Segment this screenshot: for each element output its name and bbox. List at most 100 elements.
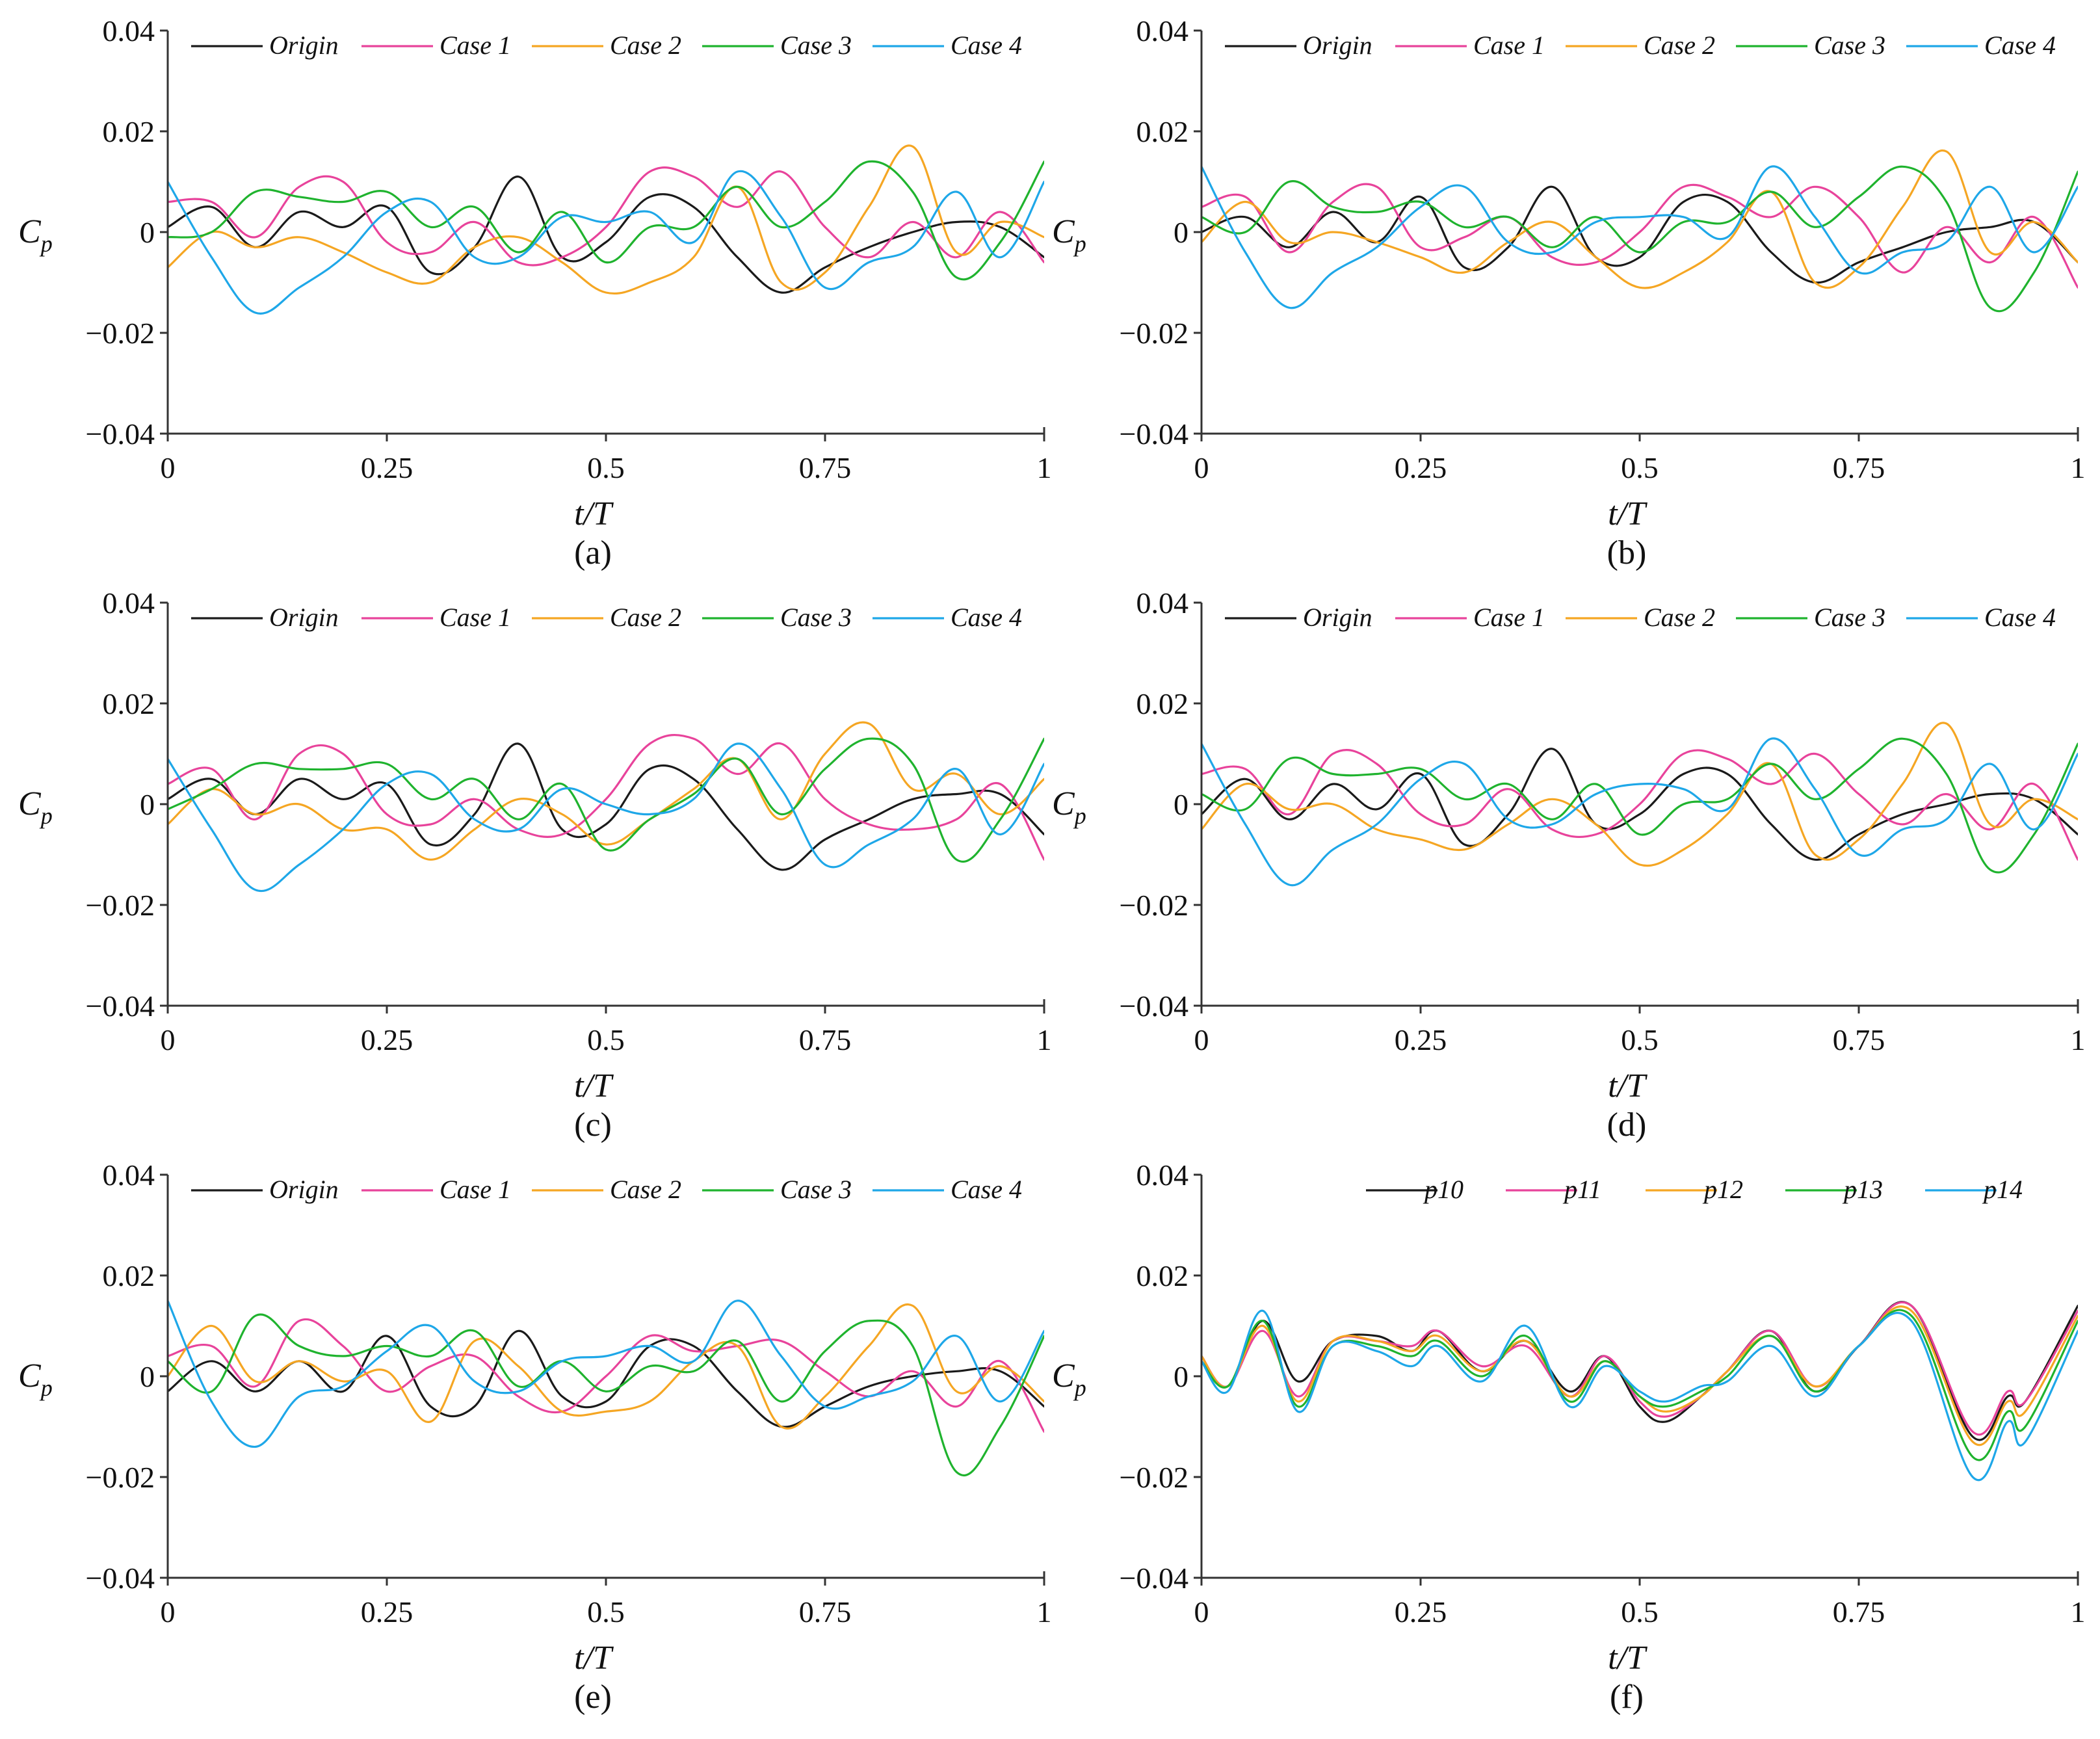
series-line-case-3 <box>168 160 1044 281</box>
x-tick-label: 0.25 <box>1395 1595 1447 1628</box>
x-tick-label: 1 <box>2071 451 2086 484</box>
legend-label: Case 4 <box>951 603 1022 632</box>
series-line-p14 <box>1201 1309 2078 1481</box>
x-tick-label: 0 <box>161 1023 176 1056</box>
legend-label: Case 2 <box>610 1175 681 1204</box>
y-axis-label: Cp <box>18 213 53 257</box>
x-tick-label: 0.25 <box>1395 1023 1447 1056</box>
legend-label: p13 <box>1842 1175 1883 1204</box>
y-tick-label: −0.04 <box>1120 1562 1188 1595</box>
y-tick-label: 0.02 <box>103 115 155 148</box>
y-tick-label: 0.04 <box>103 586 155 620</box>
legend-label: Case 1 <box>1473 31 1545 60</box>
y-tick-label: −0.02 <box>86 317 155 350</box>
legend-label: Case 4 <box>1984 31 2056 60</box>
series-line-case-1 <box>1201 748 2078 861</box>
legend-label: p14 <box>1982 1175 2023 1204</box>
legend: Origin Case 1 Case 2 Case 3 Case 4 <box>1225 31 2056 60</box>
legend-label: Case 2 <box>1644 603 1715 632</box>
x-tick-label: 1 <box>1037 1595 1052 1628</box>
legend-label: Case 4 <box>1984 603 2056 632</box>
y-tick-label: 0.04 <box>103 14 155 47</box>
legend-label: Case 1 <box>440 603 511 632</box>
legend-label: Origin <box>269 1175 339 1204</box>
panel-label: (a) <box>574 534 612 571</box>
legend-label: Case 3 <box>780 1175 852 1204</box>
legend-label: Case 3 <box>780 603 852 632</box>
x-tick-label: 0.75 <box>1833 1595 1885 1628</box>
legend: Origin Case 1 Case 2 Case 3 Case 4 <box>1225 603 2056 632</box>
x-tick-label: 0.75 <box>799 1595 852 1628</box>
legend: p10 p11 p12 p13 p14 <box>1366 1175 2023 1204</box>
x-tick-label: 0.5 <box>1621 451 1659 484</box>
series-line-case-1 <box>168 733 1044 861</box>
y-axis-label: Cp <box>1052 785 1086 829</box>
series-group <box>168 721 1044 893</box>
legend-label: Case 3 <box>1814 603 1885 632</box>
legend-label: Case 2 <box>610 31 681 60</box>
x-tick-label: 0.5 <box>587 451 625 484</box>
legend-label: Origin <box>269 31 339 60</box>
y-tick-label: −0.04 <box>1120 417 1188 451</box>
y-tick-label: 0.04 <box>1136 14 1189 47</box>
series-line-case-2 <box>168 144 1044 295</box>
x-tick-label: 0.25 <box>361 1595 413 1628</box>
x-tick-label: 0.5 <box>587 1023 625 1056</box>
y-axis-label: Cp <box>1052 213 1086 257</box>
x-tick-label: 0.5 <box>1621 1023 1659 1056</box>
series-line-case-1 <box>168 1318 1044 1433</box>
series-line-origin <box>1201 185 2078 284</box>
legend-label: Case 1 <box>1473 603 1545 632</box>
y-tick-label: 0.02 <box>1136 687 1189 720</box>
y-tick-label: 0.02 <box>1136 115 1189 148</box>
series-line-case-4 <box>168 170 1044 315</box>
y-tick-label: 0.04 <box>103 1158 155 1192</box>
series-group <box>168 1300 1044 1477</box>
y-axis-label: Cp <box>18 1357 53 1401</box>
y-tick-label: −0.02 <box>86 1461 155 1494</box>
x-tick-label: 0.25 <box>1395 451 1447 484</box>
series-line-case-3 <box>1201 737 2078 874</box>
series-line-case-4 <box>168 742 1044 893</box>
chart-panel: 0.040.020−0.02−0.040 0.25 0.5 0.75 1Cpt/T(f)… <box>1052 1158 2086 1716</box>
x-tick-label: 0 <box>161 451 176 484</box>
legend-label: p11 <box>1562 1175 1601 1204</box>
panel-label: (e) <box>574 1679 612 1716</box>
legend-label: p12 <box>1702 1175 1743 1204</box>
legend-label: Case 1 <box>440 1175 511 1204</box>
legend-label: p10 <box>1423 1175 1463 1204</box>
panel-label: (f) <box>1610 1679 1644 1716</box>
series-group <box>168 144 1044 315</box>
series-group <box>1201 1301 2078 1481</box>
y-tick-label: 0 <box>140 788 155 821</box>
x-tick-label: 0.25 <box>361 451 413 484</box>
y-tick-label: 0 <box>1174 1360 1188 1393</box>
legend-label: Origin <box>1303 31 1372 60</box>
chart-panel: 0.040.020−0.02−0.040 0.25 0.5 0.75 1Cpt/T(e)… <box>18 1158 1052 1716</box>
series-group <box>1201 149 2078 313</box>
x-axis-label: t/T <box>574 495 614 532</box>
x-tick-label: 1 <box>2071 1595 2086 1628</box>
chart-panel: 0.040.020−0.02−0.040 0.25 0.5 0.75 1Cpt/T(b)… <box>1052 14 2086 571</box>
series-line-case-2 <box>168 721 1044 861</box>
x-axis-label: t/T <box>574 1067 614 1105</box>
y-axis-label: Cp <box>18 785 53 829</box>
series-line-origin <box>168 1329 1044 1428</box>
y-tick-label: −0.02 <box>1120 889 1188 922</box>
x-tick-label: 0.75 <box>1833 1023 1885 1056</box>
y-tick-label: 0.02 <box>1136 1259 1189 1292</box>
y-tick-label: −0.02 <box>86 889 155 922</box>
legend-label: Case 3 <box>1814 31 1885 60</box>
y-tick-label: 0 <box>1174 216 1188 249</box>
series-line-origin <box>168 742 1044 871</box>
x-tick-label: 0.75 <box>799 1023 852 1056</box>
y-tick-label: −0.02 <box>1120 1461 1188 1494</box>
x-axis-label: t/T <box>1608 495 1647 532</box>
series-line-case-2 <box>168 1303 1044 1430</box>
series-line-p11 <box>1201 1301 2078 1436</box>
x-tick-label: 1 <box>2071 1023 2086 1056</box>
y-tick-label: 0 <box>140 1360 155 1393</box>
x-tick-label: 0 <box>161 1595 176 1628</box>
legend-label: Origin <box>269 603 339 632</box>
